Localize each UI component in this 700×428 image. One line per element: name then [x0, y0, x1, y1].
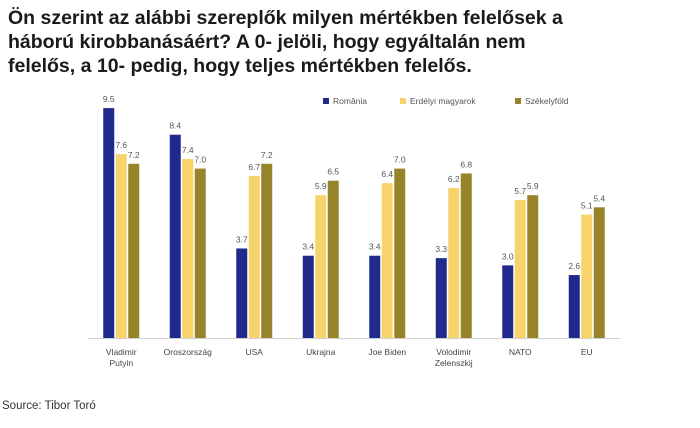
- bar: [381, 183, 393, 338]
- bar: [581, 214, 593, 338]
- data-label: 7.0: [194, 155, 206, 165]
- bar: [302, 255, 314, 338]
- legend-swatch: [515, 98, 521, 104]
- category-label: NATO: [509, 347, 532, 357]
- data-label: 9.5: [103, 94, 115, 104]
- data-label: 6.5: [327, 167, 339, 177]
- data-label: 3.4: [302, 242, 314, 252]
- bar: [502, 265, 514, 338]
- legend-swatch: [323, 98, 329, 104]
- data-label: 7.2: [261, 150, 273, 160]
- category-label: Ukrajna: [306, 347, 336, 357]
- bar: [568, 275, 580, 338]
- data-label: 6.2: [448, 174, 460, 184]
- bar: [460, 173, 472, 338]
- data-label: 3.4: [369, 242, 381, 252]
- category-label: EU: [581, 347, 593, 357]
- bar: [514, 200, 526, 338]
- data-label: 7.2: [128, 150, 140, 160]
- bar: [527, 195, 539, 338]
- data-label: 8.4: [169, 121, 181, 131]
- category-label: USA: [246, 347, 264, 357]
- data-label: 7.4: [182, 145, 194, 155]
- bar: [261, 163, 273, 338]
- data-label: 5.7: [514, 186, 526, 196]
- bar: [394, 168, 406, 338]
- data-label: 6.8: [460, 159, 472, 169]
- bar: [448, 187, 460, 338]
- bar: [369, 255, 381, 338]
- legend-label: Székelyföld: [525, 96, 569, 106]
- bar: [435, 258, 447, 338]
- data-label: 7.0: [394, 155, 406, 165]
- data-label: 5.9: [527, 181, 539, 191]
- category-label: Volodimir Zelenszkij: [435, 347, 473, 368]
- bar: [182, 158, 194, 338]
- bar: [327, 180, 339, 338]
- bar: [236, 248, 248, 338]
- data-label: 5.1: [581, 201, 593, 211]
- data-label: 3.0: [502, 251, 514, 261]
- bar: [248, 175, 260, 338]
- data-label: 6.4: [381, 169, 393, 179]
- legend-label: România: [333, 96, 367, 106]
- category-label: Oroszország: [164, 347, 212, 357]
- data-label: 2.6: [568, 261, 580, 271]
- chart-title-line: felelős, a 10- pedig, hogy teljes mérték…: [8, 55, 472, 77]
- chart-title-line: Ön szerint az alábbi szereplők milyen mé…: [8, 7, 563, 29]
- data-label: 5.9: [315, 181, 327, 191]
- legend-label: Erdélyi magyarok: [410, 96, 476, 106]
- bar: [128, 163, 140, 338]
- data-label: 6.7: [248, 162, 260, 172]
- bar: [194, 168, 206, 338]
- bar: [169, 134, 181, 338]
- bar: [103, 108, 115, 338]
- bar: [115, 154, 127, 338]
- chart-title-line: háború kirobbanásáért? A 0- jelöli, hogy…: [8, 31, 526, 53]
- data-label: 3.7: [236, 234, 248, 244]
- bar: [315, 195, 327, 338]
- data-label: 7.6: [115, 140, 127, 150]
- bar: [593, 207, 605, 338]
- source-note: Source: Tibor Toró: [2, 400, 96, 412]
- legend-swatch: [400, 98, 406, 104]
- data-label: 3.3: [435, 244, 447, 254]
- category-label: Joe Biden: [368, 347, 406, 357]
- chart-title: Ön szerint az alábbi szereplők milyen mé…: [8, 6, 698, 78]
- category-label: Vladimir Putyin: [106, 347, 137, 368]
- data-label: 5.4: [593, 193, 605, 203]
